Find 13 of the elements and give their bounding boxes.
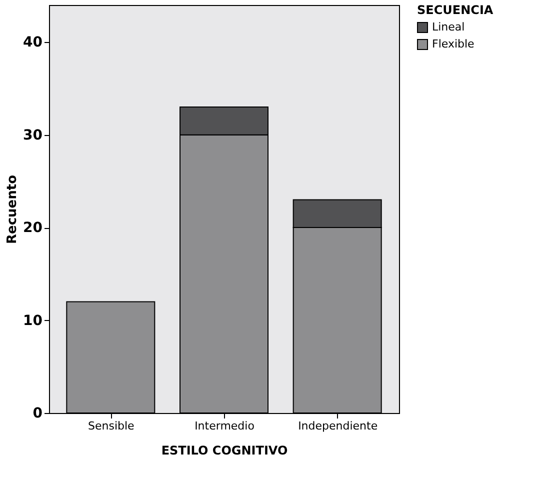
x-tick-label: Intermedio: [194, 420, 255, 432]
legend-title: SECUENCIA: [417, 3, 494, 17]
x-axis-title: ESTILO COGNITIVO: [161, 444, 288, 458]
y-axis-title: Recuento: [5, 174, 20, 244]
y-tick-label: 10: [23, 312, 43, 329]
x-tick-label: Sensible: [88, 420, 135, 432]
y-tick-label: 0: [32, 406, 43, 422]
y-tick-label: 20: [23, 220, 43, 236]
x-tick-label: Independiente: [298, 420, 378, 432]
y-tick-label: 30: [23, 127, 43, 144]
legend-label: Lineal: [432, 20, 465, 34]
legend-label: Flexible: [432, 38, 475, 50]
y-tick-label: 40: [23, 34, 43, 51]
